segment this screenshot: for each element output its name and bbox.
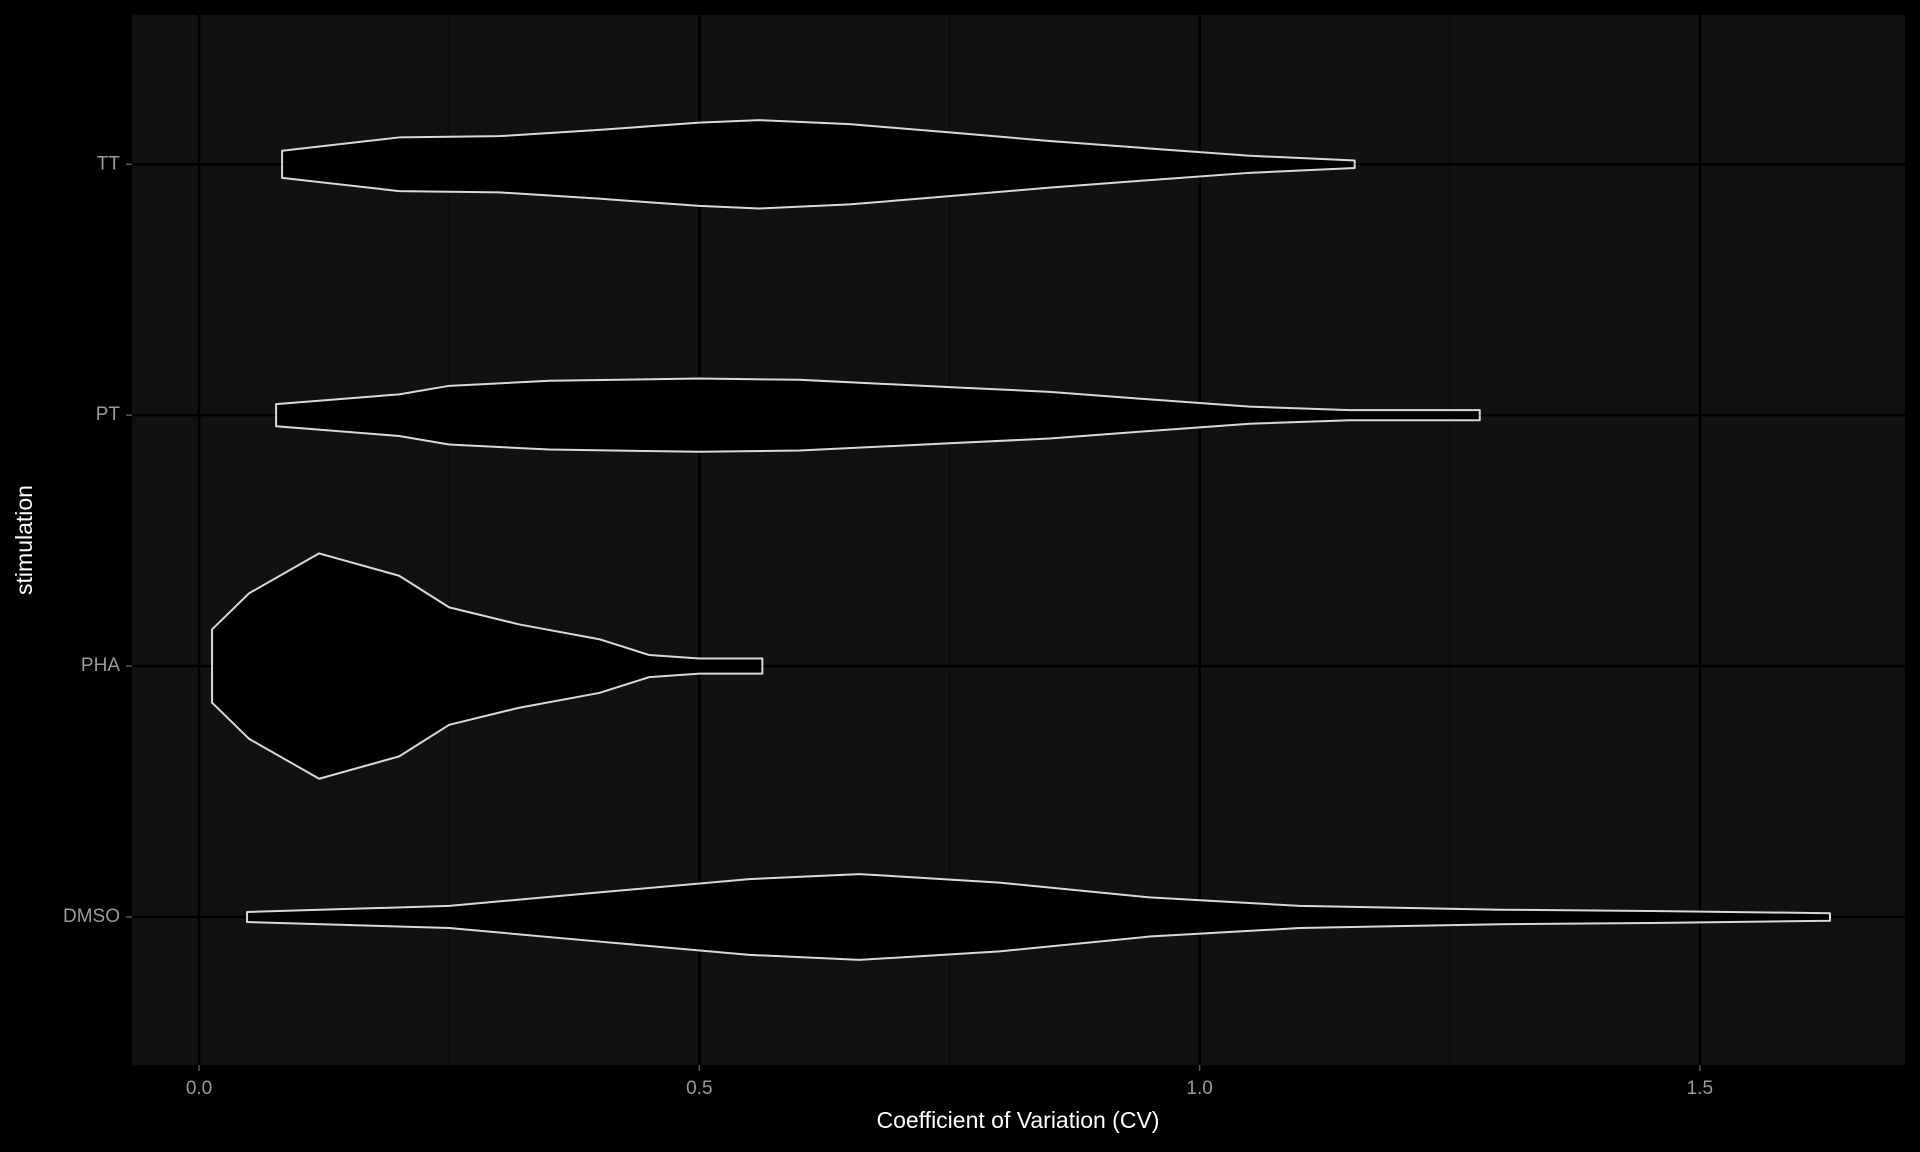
violin-lower — [281, 164, 1356, 210]
x-tick-label: 0.5 — [686, 1078, 712, 1099]
y-tick-label: TT — [97, 153, 121, 174]
y-tick-label: PHA — [81, 655, 120, 676]
x-tick-label: 1.5 — [1687, 1078, 1713, 1099]
violin-upper — [275, 377, 1481, 416]
x-tick-label: 1.0 — [1186, 1078, 1212, 1099]
x-tick-label: 0.0 — [186, 1078, 212, 1099]
x-axis-title: Coefficient of Variation (CV) — [877, 1107, 1160, 1133]
violin-lower — [211, 666, 764, 780]
violin-lower — [246, 916, 1831, 961]
violin-lower — [275, 415, 1481, 453]
violin-upper — [211, 552, 764, 667]
y-axis-title: stimulation — [11, 485, 37, 595]
y-tick-label: PT — [96, 404, 121, 425]
violin-upper — [281, 119, 1356, 165]
y-tick-label: DMSO — [63, 906, 120, 927]
violin-upper — [246, 873, 1831, 917]
